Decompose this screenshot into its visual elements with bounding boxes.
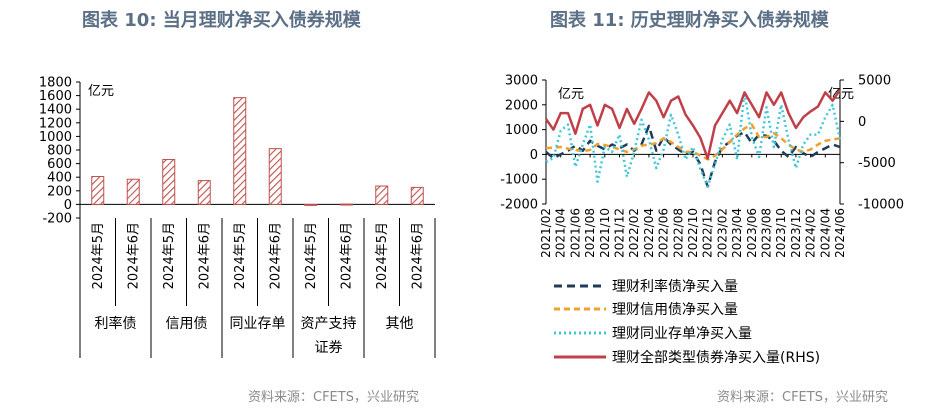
x-tick-label: 2021/06 [568, 208, 582, 258]
x-tick-label: 2024/02 [804, 208, 818, 258]
x-tick-label: 2022/02 [627, 208, 641, 258]
y-tick-label: 1600 [39, 89, 72, 104]
left-y-tick-label: 3000 [505, 74, 538, 89]
x-tick-label: 2023/06 [745, 208, 759, 258]
bar-10 [410, 186, 424, 205]
x-tick-label: 2021/04 [554, 208, 568, 258]
bar-6 [268, 148, 282, 205]
group-label: 证券 [315, 340, 343, 356]
right-y-tick-label: 5000 [858, 74, 891, 89]
left-y-tick-label: -1000 [500, 173, 538, 188]
bar-5 [233, 97, 247, 205]
x-tick-label: 2024年6月 [268, 222, 283, 289]
legend-credit-bond-label: 理财信用债净买入量 [612, 302, 738, 318]
x-tick-label: 2024年5月 [304, 222, 319, 289]
x-tick-label: 2022/12 [701, 208, 715, 258]
bar-7 [304, 203, 318, 206]
x-tick-label: 2024年5月 [91, 222, 106, 289]
left-unit-label: 亿元 [558, 87, 584, 102]
legend-ncd-label: 理财同业存单净买入量 [612, 326, 752, 342]
y-tick-label: 1800 [39, 76, 72, 91]
left-y-tick-label: 1000 [505, 123, 538, 138]
y-tick-label: 1200 [39, 116, 72, 131]
total-bond-line [544, 89, 842, 160]
x-tick-label: 2023/10 [774, 208, 788, 258]
y-tick-label: -200 [42, 212, 72, 227]
left-y-tick-label: -2000 [500, 198, 538, 213]
y-tick-label: 800 [47, 144, 72, 159]
x-tick-label: 2021/12 [613, 208, 627, 258]
x-tick-label: 2022/04 [642, 208, 656, 258]
x-tick-label: 2021/08 [583, 208, 597, 258]
y-tick-label: 200 [47, 184, 72, 199]
x-tick-label: 2024年6月 [197, 222, 212, 289]
x-tick-label: 2022/08 [671, 208, 685, 258]
y-tick-label: 400 [47, 171, 72, 186]
left-chart-title: 图表 10: 当月理财净买入债券规模 [82, 10, 361, 31]
rate-bond-line [545, 124, 841, 188]
x-tick-label: 2024年5月 [375, 222, 390, 289]
legend-rate-bond-label: 理财利率债净买入量 [612, 278, 738, 295]
bar-2 [126, 178, 140, 205]
right-y-tick-label: -5000 [858, 156, 896, 171]
right-source: 资料来源：CFETS，兴业研究 [717, 390, 888, 405]
x-tick-label: 2024年5月 [162, 222, 177, 289]
left-source: 资料来源：CFETS，兴业研究 [248, 390, 419, 405]
x-tick-label: 2022/10 [686, 208, 700, 258]
x-tick-label: 2024年6月 [410, 222, 425, 289]
x-tick-label: 2023/02 [715, 208, 729, 258]
y-tick-label: 600 [47, 157, 72, 172]
bar-8 [339, 203, 353, 206]
left-y-tick-label: 2000 [505, 98, 538, 113]
x-tick-label: 2024年6月 [339, 222, 354, 289]
right-y-tick-label: 0 [858, 115, 866, 130]
x-tick-label: 2024年5月 [233, 222, 248, 289]
bar-3 [162, 159, 176, 205]
group-label: 其他 [386, 316, 414, 332]
x-tick-label: 2023/08 [760, 208, 774, 258]
group-label: 同业存单 [230, 316, 286, 332]
group-label: 利率债 [95, 315, 137, 332]
y-tick-label: 1400 [39, 103, 72, 118]
x-tick-label: 2024/06 [833, 208, 847, 258]
x-tick-label: 2024年6月 [126, 222, 141, 289]
x-tick-label: 2023/12 [789, 208, 803, 258]
x-tick-label: 2021/02 [539, 208, 553, 258]
bar-9 [375, 185, 389, 205]
legend-total-bond-label: 理财全部类型债券净买入量(RHS) [612, 349, 820, 366]
unit-label: 亿元 [88, 84, 114, 99]
right-y-tick-label: -10000 [858, 198, 904, 213]
left-y-tick-label: 0 [530, 148, 538, 163]
x-tick-label: 2024/04 [818, 208, 832, 258]
x-tick-label: 2023/04 [730, 208, 744, 258]
group-label: 资产支持 [301, 316, 357, 332]
bar-1 [91, 176, 105, 205]
x-tick-label: 2022/06 [657, 208, 671, 258]
bar-4 [197, 180, 211, 205]
right-chart: -2000-10000100020003000-10000-500005000亿… [500, 74, 904, 367]
y-tick-label: 0 [64, 198, 72, 213]
group-label: 信用债 [166, 316, 208, 332]
x-tick-label: 2021/10 [598, 208, 612, 258]
right-chart-title: 图表 11: 历史理财净买入债券规模 [550, 10, 829, 31]
y-tick-label: 1000 [39, 130, 72, 145]
